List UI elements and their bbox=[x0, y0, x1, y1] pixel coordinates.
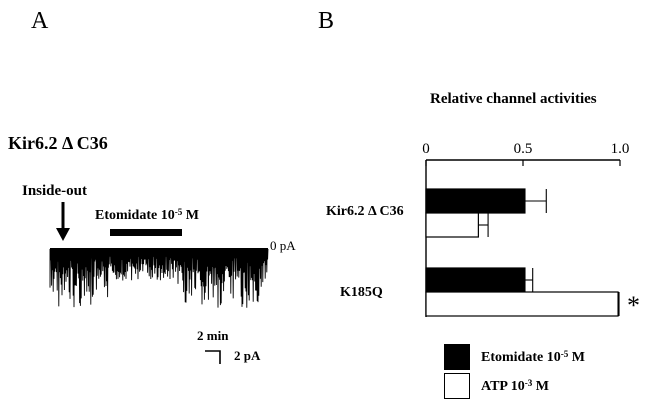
inside-out-label: Inside-out bbox=[22, 183, 88, 199]
inside-out-arrow bbox=[56, 202, 70, 241]
x-tick-label: 1.0 bbox=[611, 141, 630, 157]
bar-etomidate bbox=[425, 188, 526, 214]
legend-swatch-etomidate bbox=[444, 344, 470, 370]
panel-a-label: A bbox=[31, 8, 49, 34]
bar-atp bbox=[425, 291, 619, 317]
zero-pa-label: 0 pA bbox=[270, 238, 296, 253]
x-tick-label: 0 bbox=[422, 141, 430, 157]
scale-current-label: 2 pA bbox=[234, 348, 261, 363]
chart-title: Relative channel activities bbox=[430, 91, 597, 107]
bar-atp bbox=[425, 212, 479, 238]
legend-swatch-atp bbox=[444, 373, 470, 399]
scale-time-label: 2 min bbox=[197, 328, 229, 343]
etomidate-bar-label: Etomidate 10-5 M bbox=[95, 206, 200, 223]
category-label-k185q: K185Q bbox=[340, 285, 383, 300]
category-label-kir: Kir6.2 Δ C36 bbox=[326, 204, 404, 219]
legend: Etomidate 10-5 M ATP 10-3 M bbox=[444, 344, 644, 399]
panel-b-label: B bbox=[318, 8, 335, 34]
scale-bar bbox=[205, 350, 221, 364]
current-trace bbox=[49, 248, 269, 308]
bar-etomidate bbox=[425, 267, 526, 293]
legend-label-atp: ATP 10-3 M bbox=[481, 377, 549, 394]
construct-label: Kir6.2 Δ C36 bbox=[8, 133, 108, 153]
legend-label-etomidate: Etomidate 10-5 M bbox=[481, 348, 586, 365]
etomidate-application-bar bbox=[110, 229, 182, 236]
x-tick-label: 0.5 bbox=[514, 141, 533, 157]
trace-openings bbox=[49, 248, 269, 308]
significance-asterisk: * bbox=[627, 291, 640, 320]
